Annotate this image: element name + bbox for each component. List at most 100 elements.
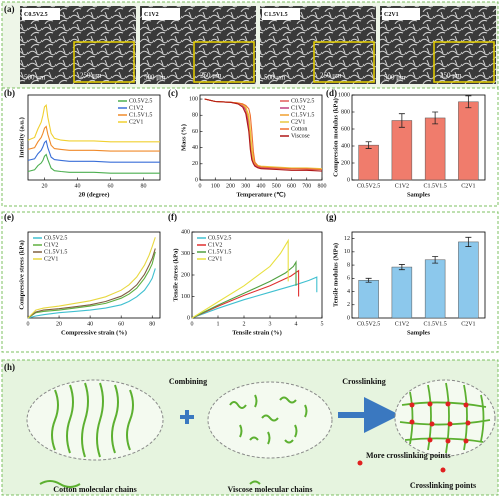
y-tick-label: 100 [189,96,198,102]
scale-label: 250 μm [80,72,102,80]
panel-label: (h) [4,362,15,372]
x-tick-label: 40 [87,321,93,327]
panel-label: (e) [4,212,14,222]
line [204,98,323,172]
legend-cotton [39,480,81,488]
x-tick-label: C1.5V1.5 [423,183,446,189]
legend-label: C2V1 [129,119,143,125]
x-axis-label: Temperature (℃) [236,190,285,198]
x-tick-label: 20 [42,183,48,189]
ellipse [394,379,496,457]
x-tick-label: 1 [217,321,220,327]
legend-point [440,467,446,473]
sem-inset [193,41,255,83]
ellipse [26,379,164,461]
legend-label: C1.5V1.5 [129,112,152,118]
x-tick-label: C0.5V2.5 [357,321,380,327]
y-tick-label: 4 [347,289,350,295]
x-tick-label: 800 [318,183,327,189]
y-axis-label: Compressive stress (kPa) [18,240,25,309]
legend-label: C0.5V2.5 [208,235,231,241]
y-tick-label: 200 [181,272,190,278]
x-tick-label: 80 [149,321,155,327]
label: Combining [169,377,207,386]
y-tick-label: 0 [195,177,198,183]
x-tick-label: 300 [241,183,250,189]
scale-label: 250 μm [440,72,462,80]
error-bar [432,256,439,264]
line [27,153,160,174]
y-axis-label: Mass (%) [180,124,187,151]
sample-label: C1V2 [144,12,159,18]
x-tick-label: 20 [56,321,62,327]
bar [458,101,479,181]
bar [424,259,446,319]
panel-label: (d) [326,88,337,98]
bar [391,120,413,181]
error-bar [432,111,439,125]
scale-label: 500 μm [24,74,46,82]
scale-label: 500 μm [264,74,286,82]
plus [180,410,194,424]
x-tick-label: 80 [141,183,147,189]
x-tick-label: C2V1 [461,183,475,189]
y-tick-label: 0 [347,315,350,321]
diagram: Combining Crosslinking More crosslinking… [26,377,496,494]
x-tick-label: 4 [295,321,298,327]
y-tick-label: 10 [344,249,350,255]
scale-label: 250 μm [320,72,342,80]
y-tick-label: 80 [192,113,198,119]
line [27,125,160,152]
plot-frame [191,231,323,319]
legend-label: C0.5V2.5 [129,98,152,104]
line [27,268,156,319]
error-bar [465,236,472,247]
crosslink-dots [357,401,471,466]
y-tick-label: 1000 [338,92,350,98]
y-tick-label: 200 [341,160,350,166]
sample-label: C2V1 [384,12,399,18]
sample-label: C1.5V1.5 [264,12,288,18]
y-tick-label: 600 [341,126,350,132]
sem-inset [73,41,135,83]
y-axis-label: Tensile modulus (MPa) [332,243,339,307]
cotton-chains [51,382,134,458]
legend-label: C1V2 [44,242,58,248]
ellipse [207,381,333,459]
y-tick-label: 100 [181,294,190,300]
line [27,139,160,163]
y-tick-label: 400 [341,143,350,149]
line [27,237,156,319]
bar [358,280,379,319]
y-tick-label: 12 [344,236,350,242]
x-axis-label: Samples [407,329,431,336]
legend-label: Viscose [291,133,310,139]
x-axis-label: Tensile strain (%) [232,329,282,336]
line [191,238,289,319]
x-tick-label: 5 [321,321,324,327]
x-tick-label: C0.5V2.5 [357,183,380,189]
error-bar [398,113,405,128]
y-tick-label: 6 [347,276,350,282]
scale-label: 500 μm [384,74,406,82]
label: Crosslinking [342,377,385,386]
x-tick-label: C1.5V1.5 [423,321,446,327]
legend-label: C2V1 [291,119,305,125]
panel-label: (c) [168,88,178,98]
y-tick-label: 0 [347,177,350,183]
x-tick-label: 500 [272,183,281,189]
line [27,248,156,319]
label: Cotton molecular chains [53,485,136,494]
x-tick-label: C1V2 [395,321,409,327]
panel-label: (g) [326,212,337,222]
x-tick-label: 0 [191,321,194,327]
network [399,382,491,454]
x-tick-label: 100 [211,183,220,189]
y-tick-label: 8 [347,262,350,268]
x-tick-label: 40 [75,183,81,189]
sem-inset [313,41,375,83]
legend-viscose [249,480,261,485]
x-axis-label: Samples [407,191,431,198]
legend-label: C1.5V1.5 [44,249,67,255]
